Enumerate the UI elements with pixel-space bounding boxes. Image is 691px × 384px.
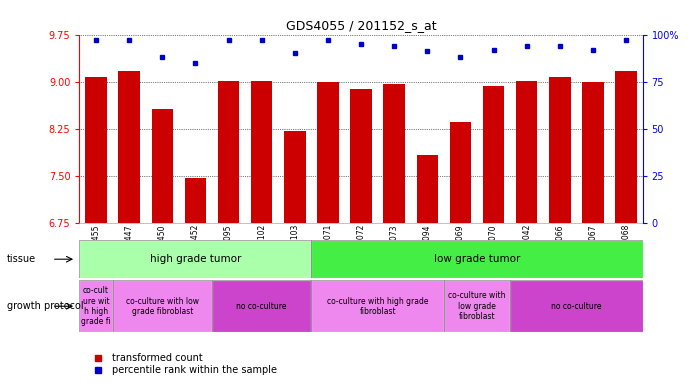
Bar (312, 280, 444, 332)
Title: GDS4055 / 201152_s_at: GDS4055 / 201152_s_at (286, 19, 436, 32)
Bar (510, 280, 643, 332)
Bar (583, 82, 604, 223)
Text: no co-culture: no co-culture (551, 302, 602, 311)
Bar (450, 122, 471, 223)
Bar (510, 280, 643, 332)
Bar (118, 71, 140, 223)
Bar (417, 155, 438, 223)
Legend: transformed count, percentile rank within the sample: transformed count, percentile rank withi… (84, 349, 281, 379)
Bar (384, 84, 405, 223)
Text: co-culture with
low grade
fibroblast: co-culture with low grade fibroblast (448, 291, 506, 321)
Bar (350, 89, 372, 223)
Bar (312, 280, 444, 332)
Bar (444, 280, 510, 332)
Bar (113, 280, 212, 332)
Bar (85, 77, 107, 223)
Bar (317, 82, 339, 223)
Bar (212, 280, 312, 332)
Bar (312, 240, 643, 278)
Bar (79, 280, 113, 332)
Text: co-culture with low
grade fibroblast: co-culture with low grade fibroblast (126, 296, 199, 316)
Bar (151, 109, 173, 223)
Bar (79, 240, 312, 278)
Text: high grade tumor: high grade tumor (150, 254, 241, 264)
Bar (79, 280, 113, 332)
Bar (284, 131, 305, 223)
Bar (184, 177, 206, 223)
Bar (483, 86, 504, 223)
Bar (113, 280, 212, 332)
Text: co-culture with high grade
fibroblast: co-culture with high grade fibroblast (327, 296, 428, 316)
Bar (444, 280, 510, 332)
Text: low grade tumor: low grade tumor (434, 254, 520, 264)
Bar (218, 81, 239, 223)
Bar (251, 81, 272, 223)
Bar (79, 240, 312, 278)
Bar (615, 71, 637, 223)
Text: tissue: tissue (7, 254, 36, 264)
Text: no co-culture: no co-culture (236, 302, 287, 311)
Bar (549, 77, 571, 223)
Bar (312, 240, 643, 278)
Bar (516, 81, 538, 223)
Bar (212, 280, 312, 332)
Text: co-cult
ure wit
h high
grade fi: co-cult ure wit h high grade fi (81, 286, 111, 326)
Text: growth protocol: growth protocol (7, 301, 84, 311)
